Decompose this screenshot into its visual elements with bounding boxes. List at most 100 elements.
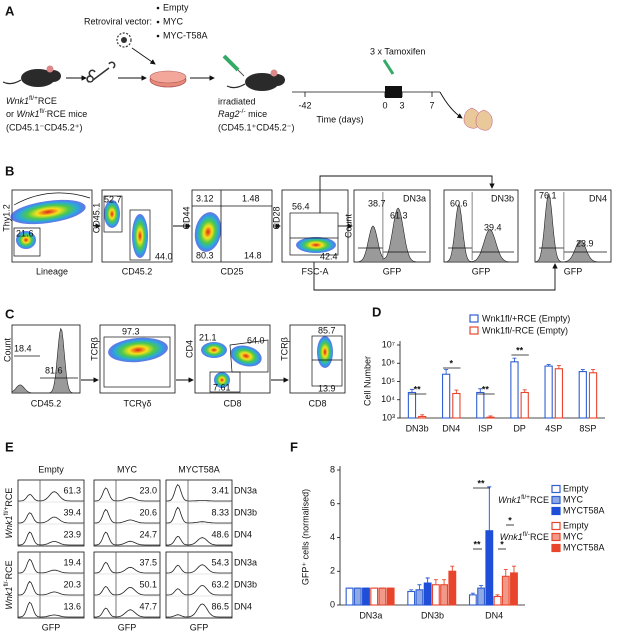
gate-value: 13.9 <box>318 383 336 393</box>
gene: Rag2 <box>218 109 240 119</box>
cell-density <box>104 200 120 228</box>
timeline-label: 0 <box>382 100 387 110</box>
x-tick-label: 4SP <box>545 423 562 433</box>
gate <box>209 371 241 393</box>
error-bar <box>433 579 438 585</box>
significance: ** <box>482 384 490 394</box>
histogram-curve <box>166 535 232 546</box>
x-axis-label: GFP <box>564 266 583 276</box>
legend-swatch <box>551 506 561 516</box>
legend-group: Wnk1fl/+RCE <box>498 494 549 505</box>
treatment-label: 3 x Tamoxifen <box>370 46 425 56</box>
error-bar <box>420 414 425 417</box>
error-bar <box>512 357 517 362</box>
gate-value: 21.6 <box>16 228 34 238</box>
mouse-icon <box>45 70 61 82</box>
population-label: DN3a <box>234 485 257 495</box>
gate-value: 18.4 <box>14 343 32 353</box>
recipient-markers: (CD45.1⁺CD45.2⁻) <box>218 122 295 132</box>
x-axis-label: FSC-A <box>302 266 329 276</box>
gfp-percent: 50.1 <box>139 579 157 589</box>
bar <box>431 584 440 606</box>
legend-group: Wnk1fl/-RCE <box>500 531 549 542</box>
error-bar <box>487 486 492 531</box>
bar <box>578 371 587 419</box>
significance: ** <box>477 478 485 488</box>
suffix: RCE <box>4 560 14 579</box>
x-axis-label: GFP <box>383 266 402 276</box>
syringe-icon <box>237 69 245 77</box>
bar <box>501 575 510 606</box>
gate-value: 52.7 <box>104 194 122 204</box>
histogram-title: DN3b <box>491 193 514 203</box>
histogram-curve <box>18 580 84 596</box>
bar <box>448 570 457 606</box>
y-axis-label: Count <box>2 338 12 363</box>
bar <box>520 391 529 419</box>
y-tick-label: 4 <box>330 532 335 542</box>
cell-density <box>132 214 148 258</box>
x-axis-label: Lineage <box>36 266 68 276</box>
error-bar <box>503 569 508 577</box>
column-header: Empty <box>38 464 64 474</box>
gene: Wnk1 <box>4 515 14 538</box>
bar <box>440 584 449 606</box>
mouse-icon <box>226 83 246 89</box>
bar <box>370 587 379 606</box>
gfp-percent: 3.41 <box>211 485 229 495</box>
population-label: DN3b <box>234 579 257 589</box>
gfp-percent: 8.33 <box>211 507 229 517</box>
vector-title: Retroviral vector: <box>84 16 152 26</box>
genotype-label: Wnk1fl/+RCE <box>3 488 14 539</box>
gate-value: 23.9 <box>576 238 594 248</box>
bar <box>510 361 519 419</box>
cell-density <box>10 199 86 225</box>
gate-value: 80.3 <box>196 250 214 260</box>
error-bar <box>409 589 414 592</box>
column-header: MYCT58A <box>178 464 220 474</box>
error-bar <box>546 364 551 367</box>
recipient-line: Rag2-/- mice <box>218 108 267 119</box>
y-tick-label: 10⁶ <box>381 358 395 368</box>
gfp-percent: 23.0 <box>139 485 157 495</box>
legend-label: Empty <box>563 483 589 493</box>
error-bar <box>591 369 596 373</box>
legend-swatch <box>551 543 561 553</box>
y-tick-label: 10⁵ <box>381 376 395 386</box>
population-label: DN3b <box>234 507 257 517</box>
gfp-percent: 37.5 <box>139 557 157 567</box>
bullet <box>156 20 160 24</box>
arrow <box>319 175 495 213</box>
histogram-title: DN3a <box>403 193 426 203</box>
y-tick-label: 10⁷ <box>382 339 395 349</box>
y-tick-label: 0 <box>330 599 335 609</box>
gate <box>103 195 123 233</box>
x-tick-label: DN3b <box>421 610 444 620</box>
cell-density <box>214 372 230 388</box>
arrow <box>439 91 463 119</box>
legend-label: Wnk1fl/-RCE (Empty) <box>482 325 568 335</box>
x-tick-label: DN4 <box>442 423 460 433</box>
x-axis-label: CD45.2 <box>31 398 62 408</box>
error-bar <box>425 577 430 584</box>
allele: fl/- <box>523 531 530 538</box>
y-axis-label: CD45.1 <box>91 203 101 234</box>
donor-line: Wnk1fl/+RCE <box>6 95 57 106</box>
gfp-percent: 23.9 <box>63 529 81 539</box>
legend-swatch <box>469 326 479 335</box>
bar <box>386 587 395 606</box>
cell-density <box>108 337 168 363</box>
x-tick-label: DN3a <box>359 610 382 620</box>
gate-value: 42.4 <box>320 251 338 261</box>
x-tick-label: DP <box>513 423 526 433</box>
error-bar <box>444 369 449 375</box>
panel-label: F <box>290 439 298 454</box>
gate-value: 97.3 <box>122 326 140 336</box>
gfp-percent: 24.7 <box>139 529 157 539</box>
significance: * <box>500 539 504 549</box>
plot-frame <box>11 324 81 394</box>
x-tick-label: ISP <box>478 423 493 433</box>
histogram <box>534 192 611 263</box>
thymus-icon <box>475 109 493 131</box>
histogram-curve <box>94 487 160 502</box>
